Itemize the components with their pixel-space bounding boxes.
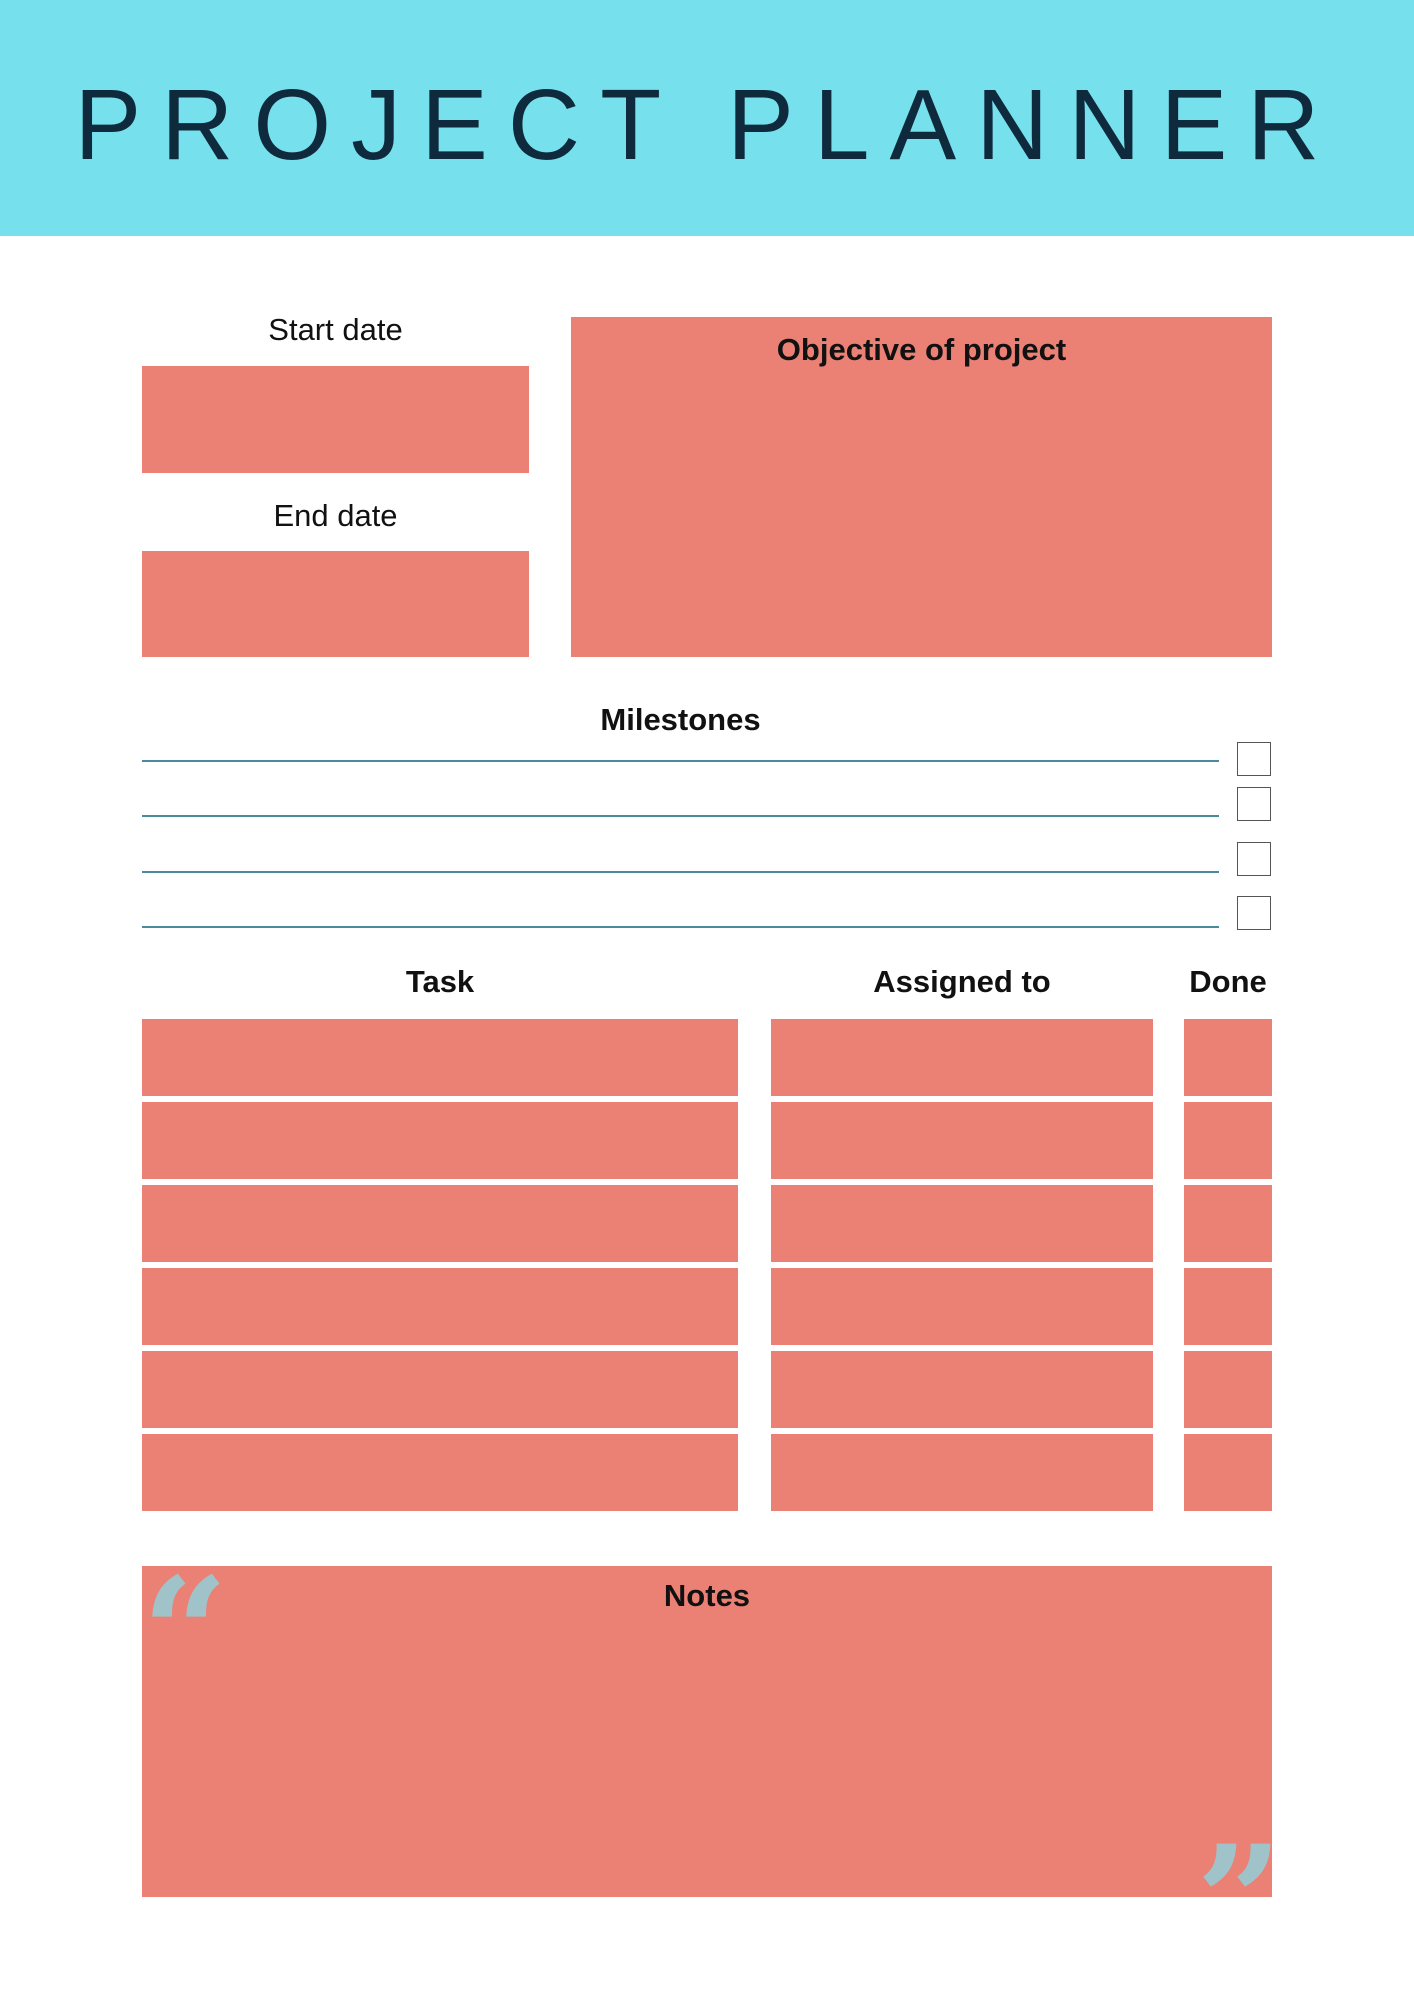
task-column-header: Task xyxy=(405,964,475,999)
assigned-cell[interactable] xyxy=(771,1351,1153,1428)
done-cell[interactable] xyxy=(1184,1351,1272,1428)
objective-field[interactable] xyxy=(571,317,1272,657)
open-quote-icon: “ xyxy=(142,1545,229,1721)
end-date-field[interactable] xyxy=(142,551,529,657)
header-banner xyxy=(0,0,1414,236)
notes-field[interactable] xyxy=(142,1566,1272,1897)
assigned-cell[interactable] xyxy=(771,1185,1153,1262)
close-quote-icon: ” xyxy=(1196,1813,1283,1989)
milestones-label: Milestones xyxy=(600,702,761,737)
assigned-cell[interactable] xyxy=(771,1268,1153,1345)
milestone-line[interactable] xyxy=(142,871,1219,873)
done-cell[interactable] xyxy=(1184,1102,1272,1179)
objective-label: Objective of project xyxy=(776,332,1067,367)
assigned-column-header: Assigned to xyxy=(873,964,1051,999)
task-cell[interactable] xyxy=(142,1268,738,1345)
start-date-label: Start date xyxy=(268,312,403,347)
done-column-header: Done xyxy=(1189,964,1267,999)
end-date-label: End date xyxy=(273,498,398,533)
done-cell[interactable] xyxy=(1184,1434,1272,1511)
task-cell[interactable] xyxy=(142,1019,738,1096)
milestone-checkbox[interactable] xyxy=(1237,896,1271,930)
page-title: PROJECT PLANNER xyxy=(74,69,1340,181)
milestone-checkbox[interactable] xyxy=(1237,787,1271,821)
task-cell[interactable] xyxy=(142,1102,738,1179)
assigned-cell[interactable] xyxy=(771,1102,1153,1179)
milestone-line[interactable] xyxy=(142,815,1219,817)
task-cell[interactable] xyxy=(142,1351,738,1428)
milestone-checkbox[interactable] xyxy=(1237,742,1271,776)
task-cell[interactable] xyxy=(142,1185,738,1262)
milestone-line[interactable] xyxy=(142,760,1219,762)
notes-label: Notes xyxy=(663,1578,751,1613)
done-cell[interactable] xyxy=(1184,1185,1272,1262)
done-cell[interactable] xyxy=(1184,1019,1272,1096)
milestone-checkbox[interactable] xyxy=(1237,842,1271,876)
milestone-line[interactable] xyxy=(142,926,1219,928)
start-date-field[interactable] xyxy=(142,366,529,473)
assigned-cell[interactable] xyxy=(771,1434,1153,1511)
task-cell[interactable] xyxy=(142,1434,738,1511)
done-cell[interactable] xyxy=(1184,1268,1272,1345)
assigned-cell[interactable] xyxy=(771,1019,1153,1096)
